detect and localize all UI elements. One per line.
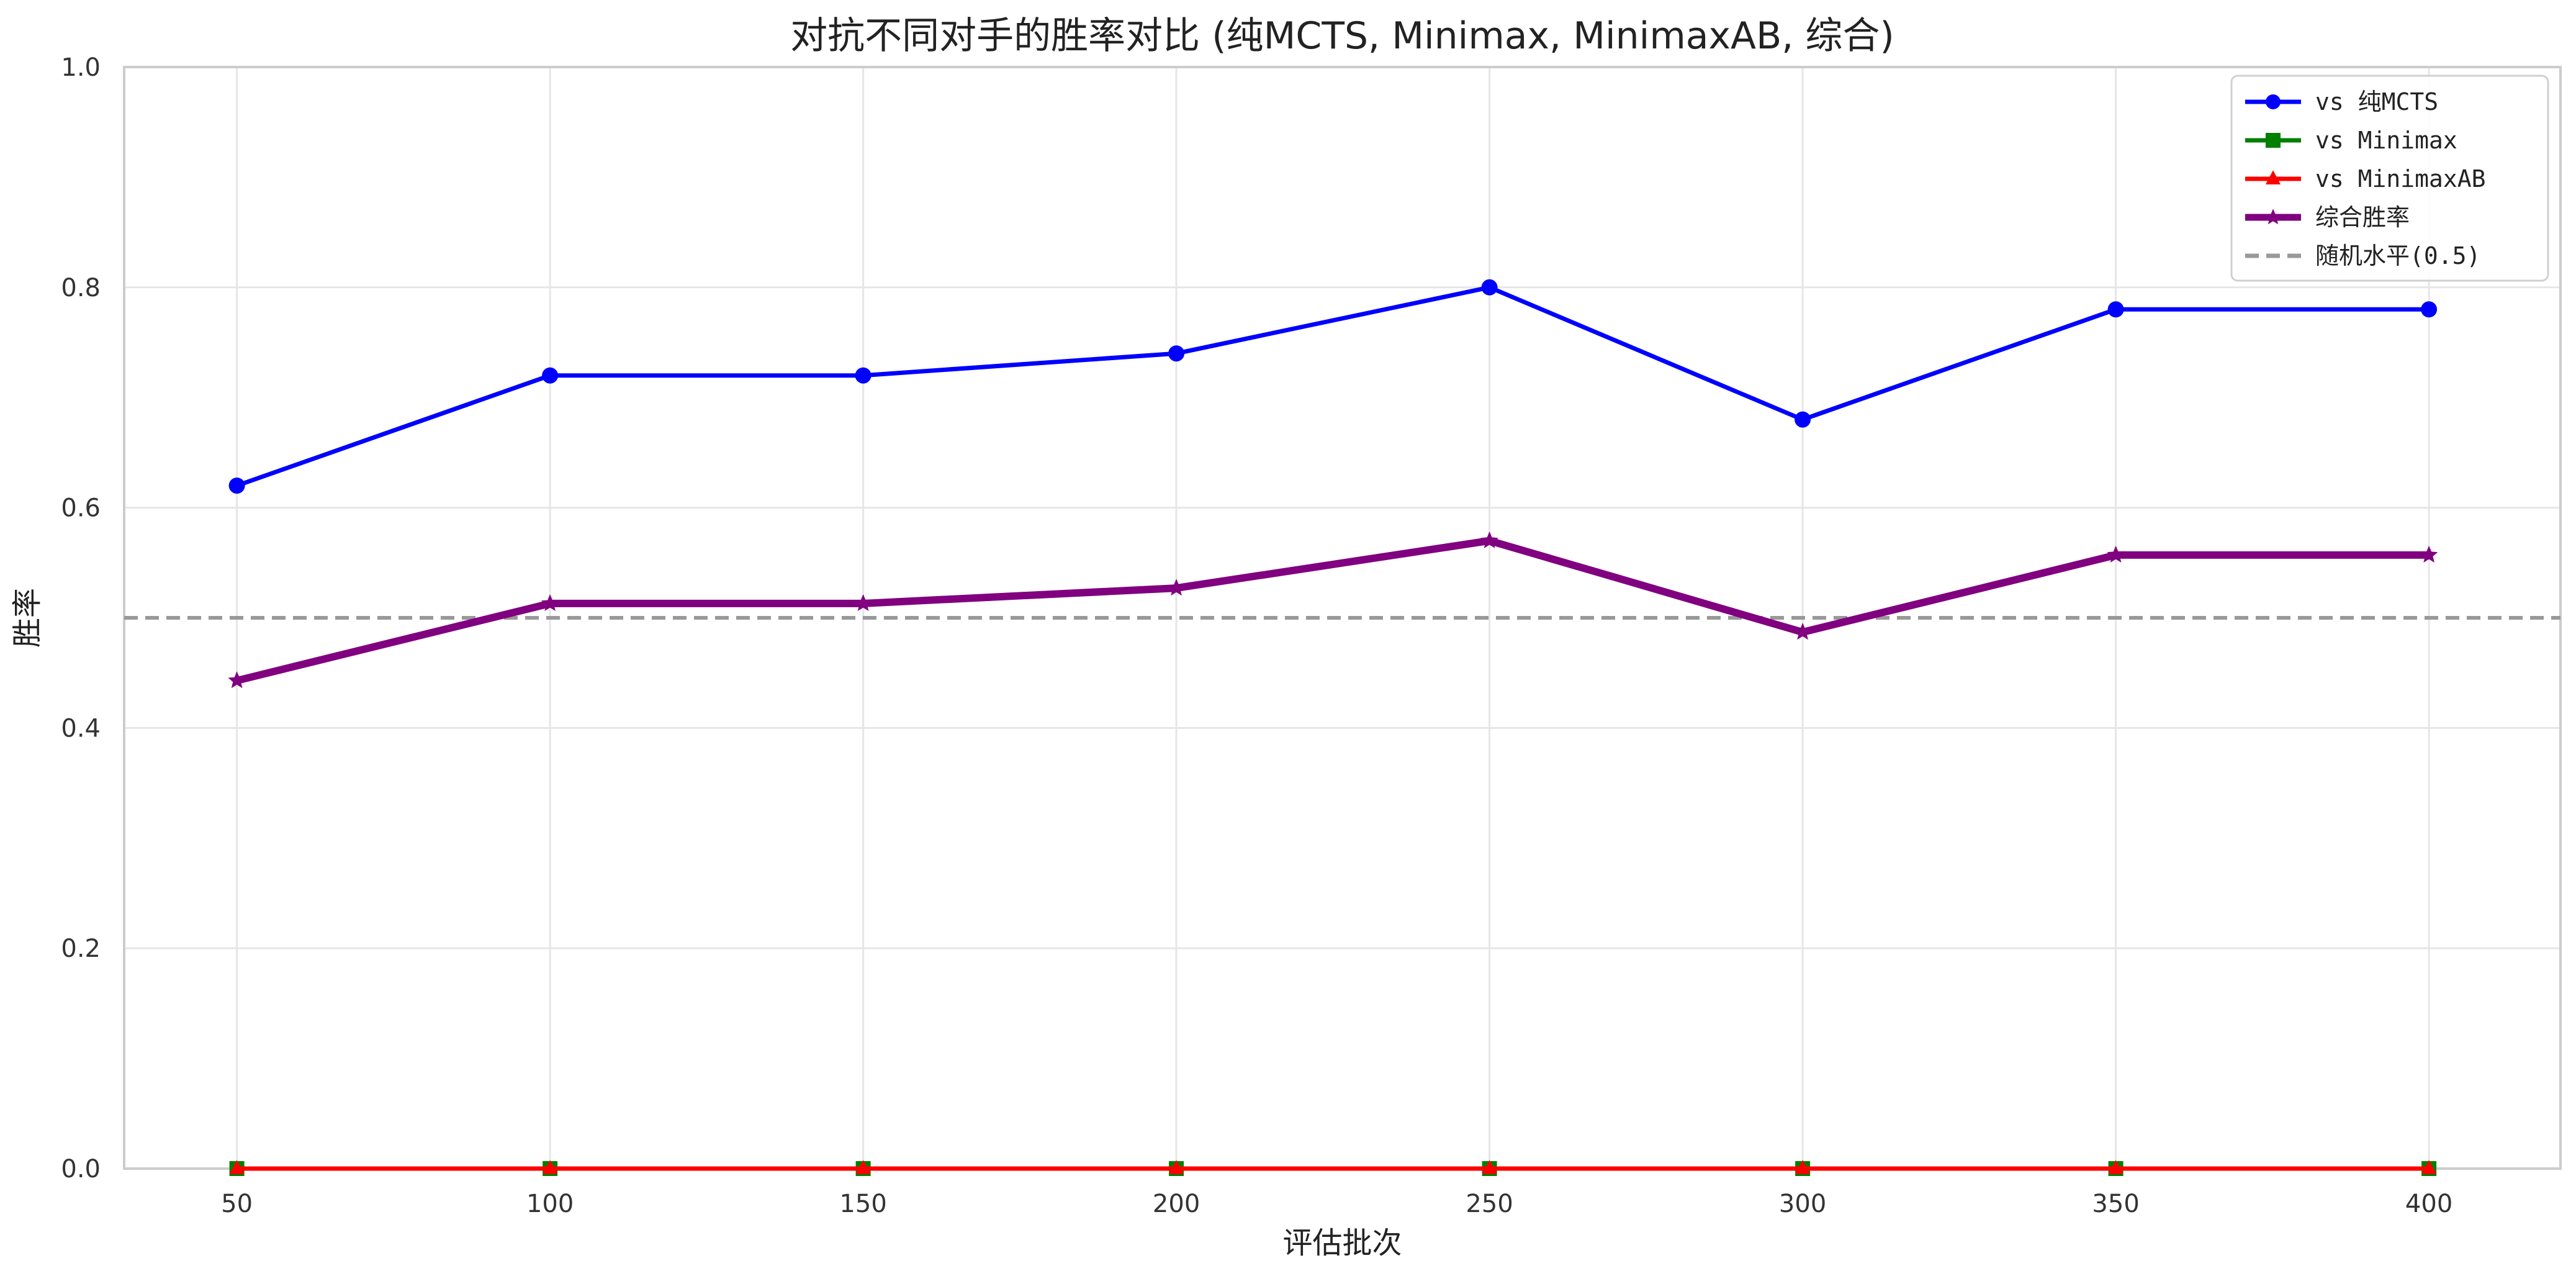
- data-point-marker: [2420, 545, 2438, 563]
- series-line: [236, 285, 2430, 488]
- data-point-marker: [1168, 345, 1185, 362]
- chart-title: 对抗不同对手的胜率对比 (纯MCTS, Minimax, MinimaxAB, …: [790, 14, 1894, 58]
- x-tick-label: 350: [2092, 1190, 2139, 1218]
- series-line: [236, 536, 2430, 684]
- x-tick-label: 400: [2405, 1190, 2452, 1218]
- x-axis-label: 评估批次: [1282, 1226, 1402, 1260]
- x-tick-label: 250: [1466, 1190, 1513, 1218]
- data-point-marker: [1795, 411, 1811, 428]
- data-point-marker: [1795, 1160, 1811, 1174]
- legend-entry: vs 纯MCTS: [2245, 88, 2438, 115]
- data-point-marker: [1480, 531, 1498, 548]
- legend-label: vs Minimax: [2315, 127, 2457, 154]
- data-point-marker: [2107, 545, 2125, 563]
- data-point-marker: [2421, 1160, 2437, 1174]
- legend-label: 随机水平(0.5): [2315, 242, 2480, 269]
- y-tick-label: 0.6: [61, 494, 101, 523]
- data-point-marker: [2108, 1160, 2123, 1174]
- y-tick-label: 0.4: [61, 714, 101, 743]
- series-group: [229, 1160, 2437, 1174]
- data-point-marker: [543, 1160, 558, 1174]
- legend-label: vs MinimaxAB: [2315, 165, 2486, 192]
- legend-entry: vs Minimax: [2245, 127, 2457, 154]
- legend-label: vs 纯MCTS: [2315, 88, 2438, 115]
- y-tick-label: 0.8: [61, 274, 101, 302]
- data-point-marker: [229, 1160, 245, 1174]
- legend: vs 纯MCTS vs Minimax vs MinimaxAB 综合胜率随机水平(0…: [2230, 75, 2549, 282]
- legend-box: [2230, 75, 2549, 282]
- data-point-marker: [1793, 623, 1812, 640]
- data-point-marker: [2266, 170, 2281, 184]
- data-point-marker: [855, 1160, 871, 1174]
- data-point-marker: [1481, 279, 1498, 296]
- data-point-marker: [855, 367, 871, 384]
- data-point-marker: [2266, 94, 2281, 109]
- y-axis-label: 胜率: [10, 588, 45, 648]
- data-point-marker: [542, 367, 559, 384]
- legend-entry: vs MinimaxAB: [2245, 165, 2486, 192]
- data-point-marker: [1482, 1160, 1497, 1174]
- series-layer: [228, 279, 2438, 1176]
- data-point-marker: [541, 594, 559, 611]
- x-tick-label: 300: [1779, 1190, 1826, 1218]
- x-tick-label: 50: [221, 1190, 253, 1218]
- data-point-marker: [2266, 133, 2281, 148]
- y-tick-label: 0.0: [61, 1155, 101, 1183]
- x-tick-label: 100: [526, 1190, 574, 1218]
- tick-labels: 0.0 0.2 0.4 0.6 0.8 1.0 50 100 150 200 250 300 350 40…: [61, 53, 2452, 1218]
- data-point-marker: [2107, 301, 2124, 318]
- y-tick-label: 1.0: [61, 53, 101, 82]
- legend-entry: 综合胜率: [2245, 204, 2410, 231]
- series-group: [228, 531, 2438, 689]
- data-point-marker: [1167, 579, 1186, 596]
- data-point-marker: [1169, 1160, 1184, 1174]
- y-tick-label: 0.2: [61, 934, 101, 963]
- series-group: [228, 279, 2438, 494]
- legend-label: 综合胜率: [2315, 204, 2410, 231]
- x-tick-label: 200: [1153, 1190, 1200, 1218]
- legend-entry: 随机水平(0.5): [2245, 242, 2480, 269]
- x-tick-label: 150: [839, 1190, 886, 1218]
- data-point-marker: [228, 477, 245, 494]
- data-point-marker: [854, 594, 872, 611]
- data-point-marker: [228, 671, 246, 689]
- data-point-marker: [2264, 209, 2282, 225]
- data-point-marker: [2421, 301, 2438, 318]
